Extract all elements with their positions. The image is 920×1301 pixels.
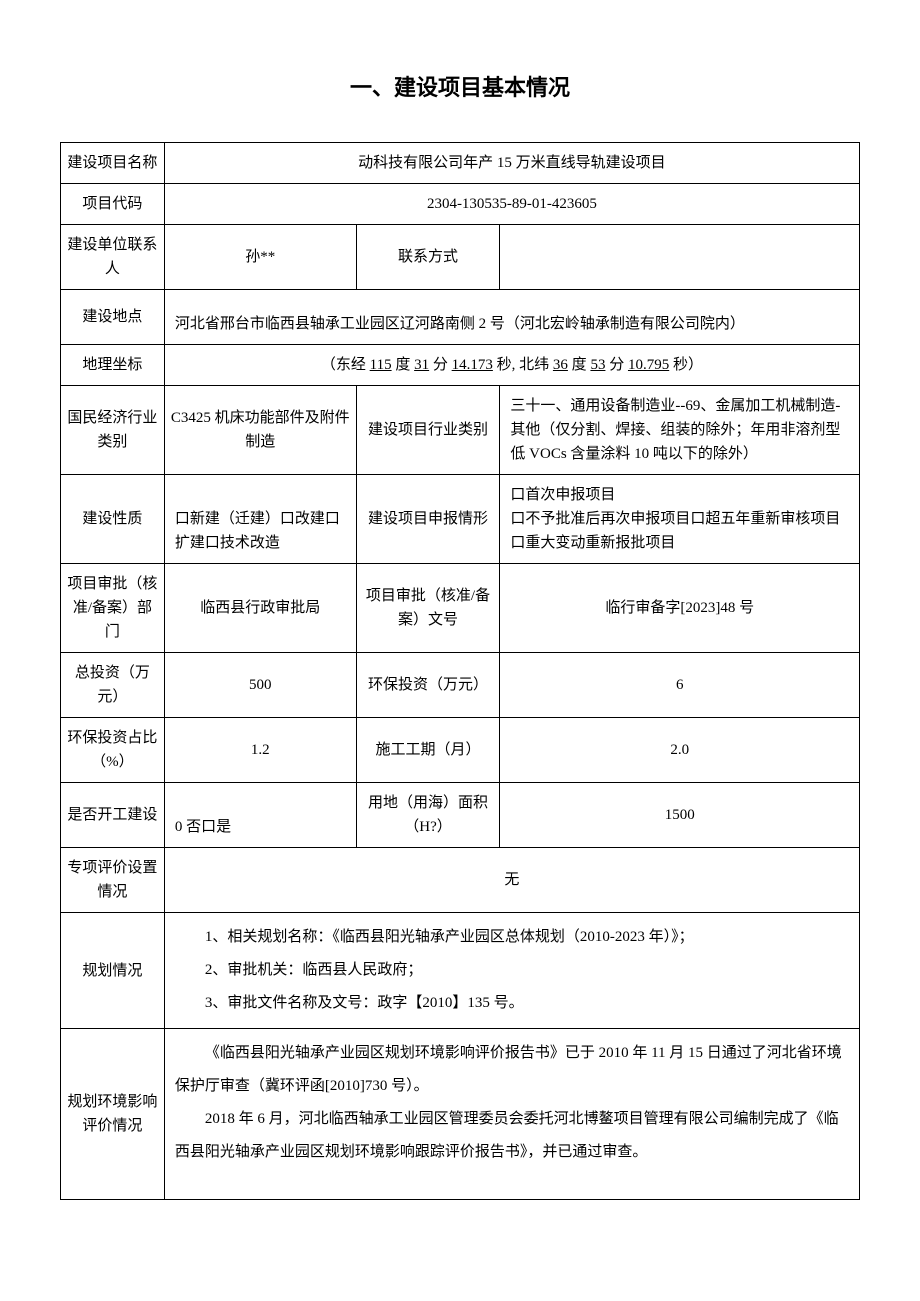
- value-duration: 2.0: [500, 718, 860, 783]
- value-industry-cat: C3425 机床功能部件及附件制造: [164, 386, 356, 475]
- label-env-ratio: 环保投资占比（%）: [61, 718, 165, 783]
- value-approval-no: 临行审备字[2023]48 号: [500, 564, 860, 653]
- coords-m-unit2: 分: [605, 357, 628, 373]
- coords-suffix: 秒）: [669, 357, 703, 373]
- value-started: 0 否口是: [164, 783, 356, 848]
- plan-info-line2: 2、审批机关：临西县人民政府；: [175, 954, 853, 987]
- table-row: 建设性质 口新建（迁建）口改建口扩建口技术改造 建设项目申报情形 口首次申报项目…: [61, 475, 860, 564]
- coords-s-unit: 秒: [493, 357, 512, 373]
- table-row: 规划环境影响评价情况 《临西县阳光轴承产业园区规划环境影响评价报告书》已于 20…: [61, 1029, 860, 1200]
- table-row: 项目代码 2304-130535-89-01-423605: [61, 184, 860, 225]
- table-row: 是否开工建设 0 否口是 用地（用海）面积（H?） 1500: [61, 783, 860, 848]
- value-contact-person: 孙**: [164, 225, 356, 290]
- label-project-code: 项目代码: [61, 184, 165, 225]
- label-contact-method: 联系方式: [356, 225, 500, 290]
- value-env-invest: 6: [500, 653, 860, 718]
- coords-lon-s: 14.173: [452, 357, 493, 373]
- plan-env-p2: 2018 年 6 月，河北临西轴承工业园区管理委员会委托河北博鳌项目管理有限公司…: [175, 1103, 853, 1169]
- label-project-industry: 建设项目行业类别: [356, 386, 500, 475]
- value-project-name: 动科技有限公司年产 15 万米直线导轨建设项目: [164, 143, 859, 184]
- plan-info-line1: 1、相关规划名称：《临西县阳光轴承产业园区总体规划（2010-2023 年）》；: [175, 921, 853, 954]
- label-industry-cat: 国民经济行业类别: [61, 386, 165, 475]
- label-approval-no: 项目审批（核准/备案）文号: [356, 564, 500, 653]
- label-report-case: 建设项目申报情形: [356, 475, 500, 564]
- page-title: 一、建设项目基本情况: [60, 70, 860, 102]
- label-duration: 施工工期（月）: [356, 718, 500, 783]
- value-coords: （东经 115 度 31 分 14.173 秒, 北纬 36 度 53 分 10…: [164, 345, 859, 386]
- coords-prefix: （东经: [321, 357, 370, 373]
- value-plan-env: 《临西县阳光轴承产业园区规划环境影响评价报告书》已于 2010 年 11 月 1…: [164, 1029, 859, 1200]
- table-row: 国民经济行业类别 C3425 机床功能部件及附件制造 建设项目行业类别 三十一、…: [61, 386, 860, 475]
- label-location: 建设地点: [61, 290, 165, 345]
- label-plan-env: 规划环境影响评价情况: [61, 1029, 165, 1200]
- label-build-nature: 建设性质: [61, 475, 165, 564]
- table-row: 环保投资占比（%） 1.2 施工工期（月） 2.0: [61, 718, 860, 783]
- plan-env-p1: 《临西县阳光轴承产业园区规划环境影响评价报告书》已于 2010 年 11 月 1…: [175, 1037, 853, 1103]
- table-row: 专项评价设置情况 无: [61, 848, 860, 913]
- label-land-area: 用地（用海）面积（H?）: [356, 783, 500, 848]
- table-row: 规划情况 1、相关规划名称：《临西县阳光轴承产业园区总体规划（2010-2023…: [61, 913, 860, 1029]
- label-started: 是否开工建设: [61, 783, 165, 848]
- project-info-table: 建设项目名称 动科技有限公司年产 15 万米直线导轨建设项目 项目代码 2304…: [60, 142, 860, 1200]
- table-row: 建设地点 河北省邢台市临西县轴承工业园区辽河路南侧 2 号（河北宏岭轴承制造有限…: [61, 290, 860, 345]
- label-total-invest: 总投资（万元）: [61, 653, 165, 718]
- label-special-eval: 专项评价设置情况: [61, 848, 165, 913]
- value-plan-info: 1、相关规划名称：《临西县阳光轴承产业园区总体规划（2010-2023 年）》；…: [164, 913, 859, 1029]
- label-env-invest: 环保投资（万元）: [356, 653, 500, 718]
- label-approval-dept: 项目审批（核准/备案）部门: [61, 564, 165, 653]
- value-project-code: 2304-130535-89-01-423605: [164, 184, 859, 225]
- plan-info-line3: 3、审批文件名称及文号：政字【2010】135 号。: [175, 987, 853, 1020]
- table-row: 地理坐标 （东经 115 度 31 分 14.173 秒, 北纬 36 度 53…: [61, 345, 860, 386]
- coords-d-unit2: 度: [568, 357, 591, 373]
- value-land-area: 1500: [500, 783, 860, 848]
- value-contact-method: [500, 225, 860, 290]
- coords-lat-s: 10.795: [628, 357, 669, 373]
- coords-lon-m: 31: [414, 357, 429, 373]
- coords-sep: , 北纬: [512, 357, 553, 373]
- table-row: 项目审批（核准/备案）部门 临西县行政审批局 项目审批（核准/备案）文号 临行审…: [61, 564, 860, 653]
- value-total-invest: 500: [164, 653, 356, 718]
- label-project-name: 建设项目名称: [61, 143, 165, 184]
- value-build-nature: 口新建（迁建）口改建口扩建口技术改造: [164, 475, 356, 564]
- value-approval-dept: 临西县行政审批局: [164, 564, 356, 653]
- label-contact-person: 建设单位联系人: [61, 225, 165, 290]
- table-row: 建设项目名称 动科技有限公司年产 15 万米直线导轨建设项目: [61, 143, 860, 184]
- coords-lat-m: 53: [590, 357, 605, 373]
- value-location: 河北省邢台市临西县轴承工业园区辽河路南侧 2 号（河北宏岭轴承制造有限公司院内）: [164, 290, 859, 345]
- value-env-ratio: 1.2: [164, 718, 356, 783]
- coords-m-unit: 分: [429, 357, 452, 373]
- table-row: 总投资（万元） 500 环保投资（万元） 6: [61, 653, 860, 718]
- value-project-industry: 三十一、通用设备制造业--69、金属加工机械制造-其他（仅分割、焊接、组装的除外…: [500, 386, 860, 475]
- value-special-eval: 无: [164, 848, 859, 913]
- coords-lat-d: 36: [553, 357, 568, 373]
- coords-lon-d: 115: [370, 357, 392, 373]
- coords-d-unit: 度: [392, 357, 415, 373]
- label-plan-info: 规划情况: [61, 913, 165, 1029]
- label-coords: 地理坐标: [61, 345, 165, 386]
- value-report-case: 口首次申报项目 口不予批准后再次申报项目口超五年重新审核项目口重大变动重新报批项…: [500, 475, 860, 564]
- table-row: 建设单位联系人 孙** 联系方式: [61, 225, 860, 290]
